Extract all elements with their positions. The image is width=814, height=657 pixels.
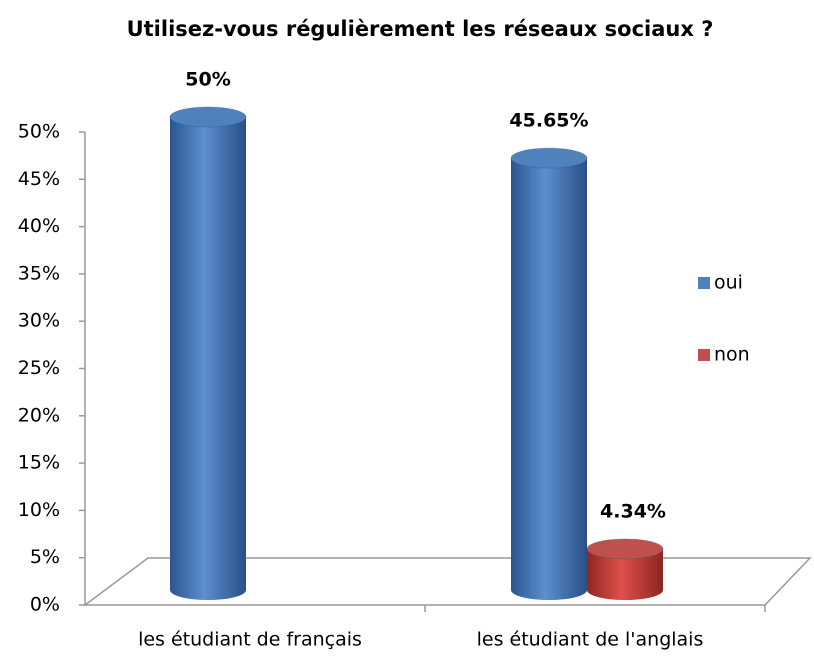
bar-top — [510, 147, 588, 169]
bar-top — [169, 106, 247, 128]
y-tick-label: 0% — [30, 594, 60, 616]
bar — [586, 538, 664, 600]
chart-title: Utilisez-vous régulièrement les réseaux … — [127, 17, 714, 41]
y-tick-label: 20% — [18, 404, 60, 426]
legend-swatch — [698, 277, 710, 289]
floor — [82, 557, 812, 606]
bar — [510, 147, 588, 600]
y-tick-label: 35% — [18, 262, 60, 284]
bar-body — [511, 158, 587, 600]
y-tick-label: 15% — [18, 452, 60, 474]
value-label: 50% — [185, 69, 230, 91]
value-label: 4.34% — [600, 500, 666, 522]
bar-body — [587, 548, 663, 600]
y-tick-label: 5% — [30, 546, 60, 568]
x-tick-label: les étudiant de français — [138, 629, 362, 651]
value-label: 45.65% — [509, 110, 588, 132]
y-tick-label: 30% — [18, 310, 60, 332]
bar — [169, 106, 247, 600]
y-tick-label: 25% — [18, 357, 60, 379]
y-tick-label: 10% — [18, 499, 60, 521]
legend-swatch — [698, 349, 710, 361]
y-tick-label: 50% — [18, 121, 60, 143]
y-tick-label: 40% — [18, 215, 60, 237]
legend-label: oui — [714, 272, 743, 294]
bar-body — [170, 117, 246, 600]
bar-top — [586, 538, 664, 560]
legend-label: non — [714, 344, 750, 366]
y-tick-label: 45% — [18, 168, 60, 190]
x-tick-label: les étudiant de l'anglais — [477, 629, 704, 651]
